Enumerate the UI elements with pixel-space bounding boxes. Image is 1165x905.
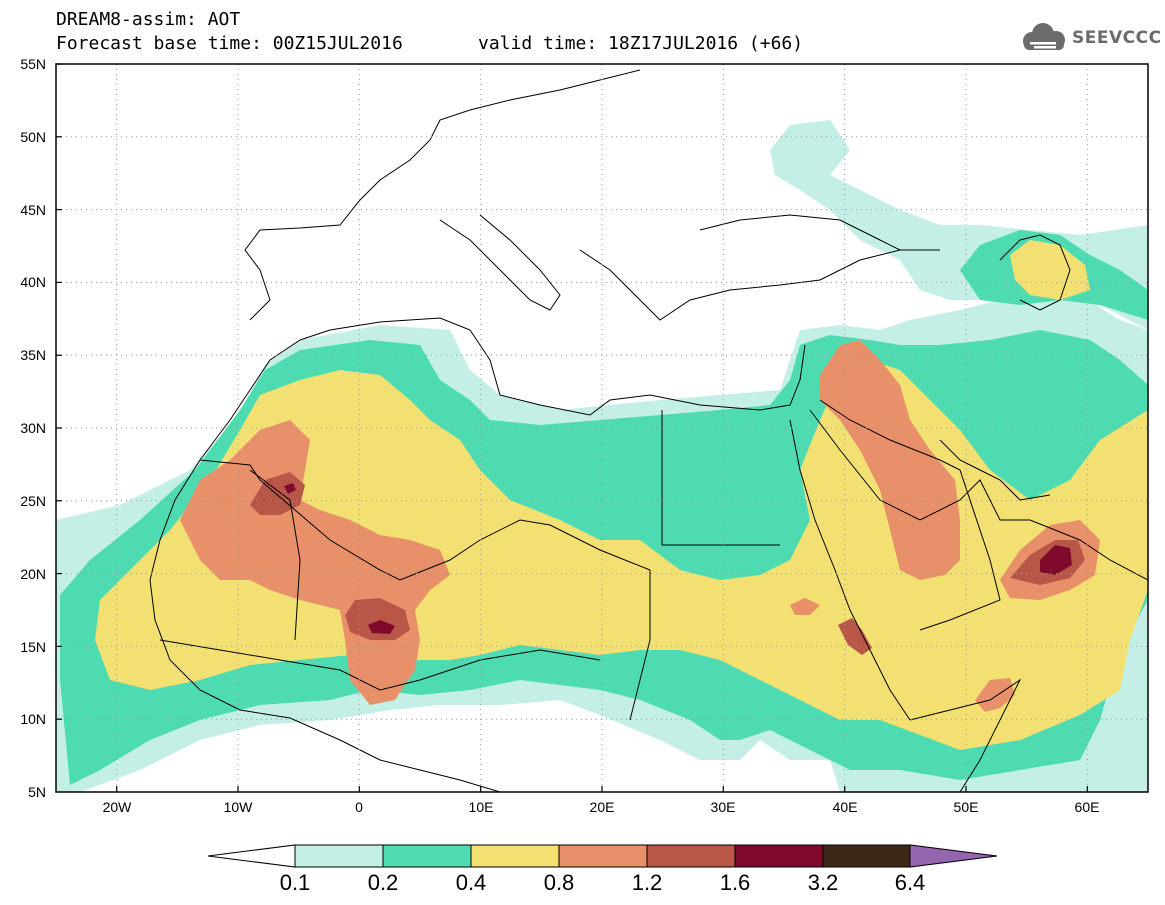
aot-field-1.6-mali (368, 620, 395, 634)
lon-label-30e: 30E (710, 799, 736, 815)
border-mali-algeria (249, 469, 301, 641)
colorbar-above-arrow (909, 844, 998, 868)
colorbar (207, 844, 998, 868)
colorbar-label-0.8: 0.8 (543, 870, 575, 895)
coastline-red-sea (789, 419, 911, 721)
aot-field-1.2-redsea (838, 618, 872, 655)
aot-field-0.8-somalia (975, 678, 1015, 712)
gridlines (56, 64, 1148, 792)
lat-label-30n: 30N (20, 420, 46, 436)
colorbar-below-arrow (207, 844, 296, 868)
coastline-horn-africa (909, 678, 1022, 792)
colorbar-label-0.2: 0.2 (367, 870, 399, 895)
cloud-icon (1023, 23, 1065, 50)
aot-field-1.6 (284, 483, 296, 494)
coastline-gulf (939, 439, 1051, 501)
colorbar-label-1.2: 1.2 (631, 870, 663, 895)
lon-label-20e: 20E (589, 799, 615, 815)
colorbar-label-0.4: 0.4 (455, 870, 487, 895)
lat-label-15n: 15N (20, 639, 46, 655)
lat-label-10n: 10N (20, 711, 46, 727)
border-saudi (819, 399, 1001, 631)
lon-label-50e: 50E (953, 799, 979, 815)
colorbar-bin-5 (646, 844, 736, 868)
lon-label-40e: 40E (832, 799, 858, 815)
aot-field-1.2-mali (345, 598, 410, 640)
axis-ticks (56, 63, 1088, 792)
colorbar-label-6.4: 6.4 (894, 870, 926, 895)
colorbar-bin-4 (558, 844, 648, 868)
lat-label-5n: 5N (28, 784, 46, 800)
aot-field-1.6-oman (1040, 545, 1072, 575)
lon-label-10w: 10W (223, 799, 253, 815)
aot-field-0.4-caspian (1010, 240, 1090, 300)
logo-text: SEEVCCC (1072, 28, 1162, 48)
lat-label-50n: 50N (20, 129, 46, 145)
colorbar-label-1.6: 1.6 (719, 870, 751, 895)
lon-label-60e: 60E (1074, 799, 1100, 815)
lon-label-0: 0 (355, 799, 363, 815)
lat-label-35n: 35N (20, 347, 46, 363)
aot-field-0.8-sudan (790, 598, 820, 615)
border-egypt-libya (661, 410, 780, 546)
lat-label-45n: 45N (20, 202, 46, 218)
coastline-greece-turkey (579, 249, 940, 321)
colorbar-bin-3 (470, 844, 560, 868)
lat-label-20n: 20N (20, 566, 46, 582)
lat-label-55n: 55N (20, 56, 46, 72)
border-sahel (159, 639, 601, 691)
map-title: DREAM8-assim: AOT (56, 9, 241, 30)
lat-label-25n: 25N (20, 493, 46, 509)
border-chad-sudan (629, 570, 651, 721)
coastline-italy (439, 214, 561, 311)
forecast-base-time: Forecast base time: 00Z15JUL2016 (56, 33, 403, 54)
coastline-north-africa (299, 317, 806, 416)
colorbar-bin-6 (734, 844, 824, 868)
coastline-europe (244, 69, 641, 321)
colorbar-label-0.1: 0.1 (279, 870, 311, 895)
coastline-black-sea (699, 214, 901, 251)
lon-label-10e: 10E (468, 799, 494, 815)
coastline-arabia (809, 409, 1148, 581)
border-sahara (199, 459, 651, 581)
colorbar-bin-7 (822, 844, 911, 868)
colorbar-label-3.2: 3.2 (807, 870, 839, 895)
colorbar-bin-2 (382, 844, 472, 868)
colorbar-bin-1 (294, 844, 384, 868)
valid-time: valid time: 18Z17JUL2016 (+66) (478, 33, 804, 54)
lon-label-20w: 20W (102, 799, 132, 815)
aot-field-0.8-arabia (820, 340, 960, 580)
coastline-caspian (999, 234, 1071, 311)
lat-label-40n: 40N (20, 274, 46, 290)
